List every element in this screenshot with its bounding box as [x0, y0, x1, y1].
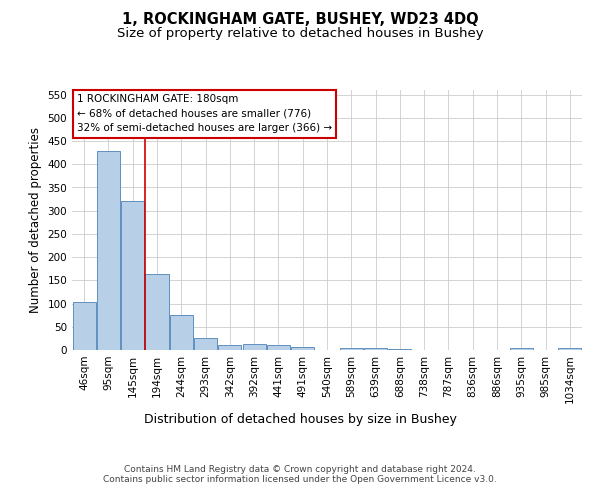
Bar: [559, 348, 581, 350]
Bar: [291, 347, 314, 350]
Bar: [388, 349, 412, 350]
Text: Distribution of detached houses by size in Bushey: Distribution of detached houses by size …: [143, 412, 457, 426]
Bar: [145, 274, 169, 350]
Bar: [340, 348, 363, 350]
Text: Contains HM Land Registry data © Crown copyright and database right 2024.
Contai: Contains HM Land Registry data © Crown c…: [103, 465, 497, 484]
Bar: [242, 344, 266, 350]
Text: 1 ROCKINGHAM GATE: 180sqm
← 68% of detached houses are smaller (776)
32% of semi: 1 ROCKINGHAM GATE: 180sqm ← 68% of detac…: [77, 94, 332, 134]
Bar: [121, 202, 144, 350]
Bar: [510, 348, 533, 350]
Bar: [170, 314, 193, 350]
Bar: [267, 345, 290, 350]
Text: Size of property relative to detached houses in Bushey: Size of property relative to detached ho…: [116, 28, 484, 40]
Bar: [218, 345, 241, 350]
Bar: [73, 302, 95, 350]
Bar: [194, 338, 217, 350]
Text: 1, ROCKINGHAM GATE, BUSHEY, WD23 4DQ: 1, ROCKINGHAM GATE, BUSHEY, WD23 4DQ: [122, 12, 478, 28]
Bar: [364, 348, 387, 350]
Bar: [97, 152, 120, 350]
Y-axis label: Number of detached properties: Number of detached properties: [29, 127, 42, 313]
